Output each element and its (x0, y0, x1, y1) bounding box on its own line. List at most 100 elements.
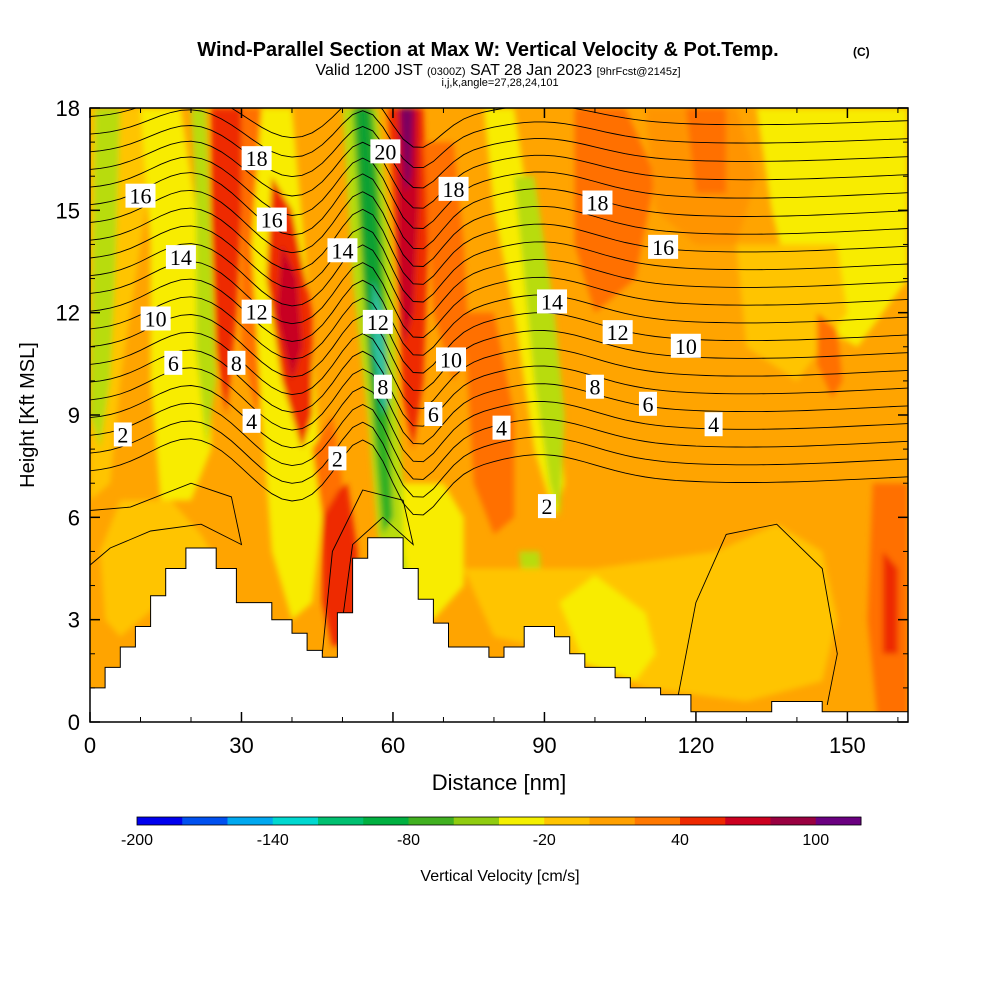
isentrope (90, 420, 908, 498)
svg-text:16: 16 (652, 235, 674, 260)
svg-text:10: 10 (675, 334, 697, 359)
x-tick-label: 60 (381, 733, 405, 758)
isentrope (90, 189, 908, 267)
isentrope (90, 482, 243, 566)
svg-text:6: 6 (428, 402, 439, 427)
svg-text:14: 14 (170, 245, 192, 270)
subtitle-date: SAT 28 Jan 2023 (470, 62, 592, 79)
svg-text:4: 4 (708, 412, 719, 437)
contour-label: 14 (165, 245, 196, 270)
isentrope (90, 331, 908, 409)
velocity-region (140, 108, 212, 501)
colorbar-swatch (137, 817, 183, 825)
contour-label: 2 (537, 494, 556, 519)
contour-label: 8 (373, 374, 392, 400)
colorbar-swatch (318, 817, 364, 825)
contour-label: 8 (585, 374, 604, 400)
isentrope (90, 314, 908, 392)
isentrope (90, 296, 908, 374)
svg-text:2: 2 (541, 494, 552, 519)
svg-text:16: 16 (129, 184, 151, 209)
velocity-region (463, 312, 515, 535)
isentrope (90, 438, 908, 516)
colorbar-swatch (499, 817, 545, 825)
chart-subtitle-indices: i,j,k,angle=27,28,24,101 (441, 77, 558, 89)
contour-label: 18 (241, 146, 272, 171)
isentrope (90, 108, 908, 148)
subtitle-utc: (0300Z) (427, 66, 466, 78)
colorbar-swatch (680, 817, 726, 825)
svg-text:18: 18 (443, 177, 465, 202)
contour-label: 12 (362, 309, 393, 335)
isentrope (90, 349, 908, 427)
y-tick-label: 6 (68, 505, 80, 530)
velocity-region (322, 483, 358, 647)
colorbar-swatch (634, 817, 681, 825)
contour-label: 10 (140, 306, 171, 331)
colorbar-tick-label: -80 (397, 832, 420, 849)
colorbar-swatch (408, 817, 455, 825)
vertical-velocity-field (90, 108, 908, 722)
contour-label: 6 (424, 402, 443, 427)
svg-text:6: 6 (168, 351, 179, 376)
svg-text:2: 2 (332, 446, 343, 471)
velocity-region (400, 108, 414, 194)
colorbar-tick-label: -20 (533, 832, 556, 849)
svg-text:4: 4 (496, 416, 507, 441)
x-tick-label: 30 (229, 733, 253, 758)
x-tick-label: 90 (532, 733, 556, 758)
colorbar-label: Vertical Velocity [cm/s] (420, 868, 579, 885)
isentrope (90, 385, 908, 463)
contour-label: 10 (436, 347, 467, 372)
chart-title: Wind-Parallel Section at Max W: Vertical… (197, 39, 778, 61)
colorbar-tick-label: 100 (802, 832, 829, 849)
contour-label: 16 (648, 234, 679, 260)
isentrope (90, 125, 908, 189)
contour-label: 18 (582, 190, 613, 216)
contour-label: 12 (241, 299, 272, 325)
contour-label: 2 (113, 422, 132, 447)
velocity-region (574, 108, 656, 313)
svg-text:12: 12 (367, 310, 389, 335)
y-axis: 0 3 6 9 12 15 18 (56, 96, 908, 735)
contour-label: 14 (537, 289, 568, 314)
y-tick-label: 15 (56, 198, 80, 223)
y-tick-label: 3 (68, 608, 80, 633)
contour-label: 10 (670, 333, 701, 359)
svg-text:8: 8 (377, 375, 388, 400)
svg-text:14: 14 (331, 238, 353, 263)
x-tick-label: 150 (829, 733, 866, 758)
svg-text:12: 12 (607, 320, 629, 345)
colorbar-swatch (589, 817, 636, 825)
colorbar-swatch (453, 817, 500, 825)
svg-text:20: 20 (374, 139, 396, 164)
isentrope (90, 243, 908, 321)
chart-subtitle: Valid 1200 JST (0300Z) SAT 28 Jan 2023 [… (315, 62, 680, 79)
contour-label: 14 (327, 238, 358, 263)
velocity-region (463, 524, 838, 702)
colorbar-swatch (272, 817, 319, 825)
y-axis-label: Height [Kft MSL] (17, 342, 39, 488)
velocity-region (276, 244, 303, 381)
velocity-region (514, 176, 565, 518)
colorbar-frame (136, 816, 862, 826)
contour-label: 8 (227, 350, 246, 376)
svg-text:18: 18 (586, 191, 608, 216)
velocity-region (312, 415, 343, 518)
svg-text:12: 12 (246, 300, 268, 325)
velocity-region (191, 108, 217, 450)
contour-label: 20 (370, 139, 401, 164)
velocity-region (685, 108, 727, 194)
isentrope (90, 367, 908, 445)
x-axis: 0 30 60 90 120 150 (84, 108, 899, 758)
velocity-region (882, 551, 898, 654)
isentrope (675, 523, 838, 709)
svg-text:4: 4 (246, 409, 257, 434)
colorbar-swatch (182, 817, 228, 825)
contour-label: 4 (704, 412, 723, 437)
subtitle-valid: Valid 1200 JST (315, 62, 423, 79)
copyright-mark: (C) (853, 45, 870, 59)
isentrope (90, 172, 908, 250)
pot-temp-contour-labels: 2610141648121618214201286101842148121816… (113, 139, 723, 519)
